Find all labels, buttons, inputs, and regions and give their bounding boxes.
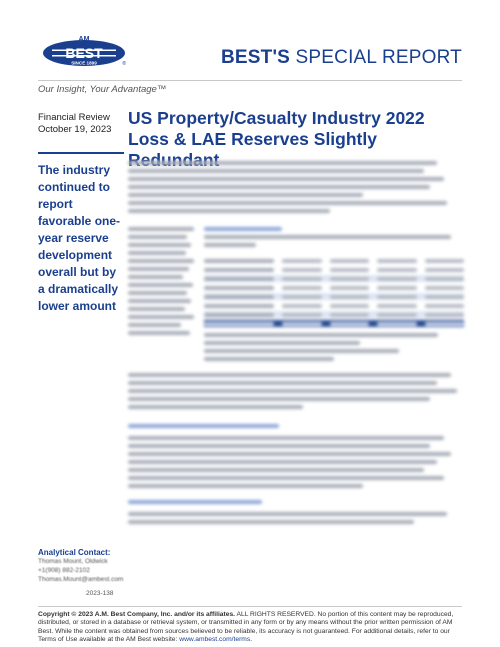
pull-quote: The industry continued to report favorab… — [38, 152, 124, 315]
copyright-notice: Copyright © 2023 A.M. Best Company, Inc.… — [38, 611, 236, 618]
report-title-rest: SPECIAL REPORT — [290, 47, 462, 68]
tagline: Our Insight, Your Advantage™ — [38, 84, 167, 95]
report-series-title: BEST'S SPECIAL REPORT — [221, 47, 462, 69]
report-number: 2023-138 — [86, 590, 114, 597]
svg-text:BEST: BEST — [65, 45, 103, 61]
report-title-bold: BEST'S — [220, 47, 291, 68]
report-body-blurred — [128, 150, 464, 528]
svg-text:AM: AM — [79, 36, 90, 43]
section-heading-blurred — [128, 150, 464, 157]
copyright-footer: Copyright © 2023 A.M. Best Company, Inc.… — [38, 606, 462, 644]
copyright-text: ALL RIGHTS RESERVED. No portion of this … — [38, 611, 454, 643]
footer-end: . — [250, 635, 253, 643]
report-header: AM BEST SINCE 1899 ® BEST'S SPECIAL REPO… — [0, 0, 500, 80]
exhibit-blurred — [128, 223, 464, 365]
analyst-email[interactable]: Thomas.Mount@ambest.com — [38, 576, 124, 583]
exhibit-table-blurred — [204, 223, 464, 365]
svg-text:®: ® — [122, 60, 126, 67]
am-best-logo: AM BEST SINCE 1899 ® — [40, 34, 128, 70]
analyst-phone: +1(908) 882-2102 — [38, 567, 90, 574]
svg-text:SINCE 1899: SINCE 1899 — [71, 61, 97, 66]
analyst-name: Thomas Mount, Oldwick — [38, 558, 108, 565]
analytical-contact-heading: Analytical Contact: — [38, 548, 111, 557]
report-headline: US Property/Casualty Industry 2022 Loss … — [128, 108, 425, 170]
terms-link[interactable]: www.ambest.com/terms — [179, 635, 251, 643]
publication-date: October 19, 2023 — [38, 124, 112, 135]
analytical-contact: Analytical Contact: Thomas Mount, Oldwic… — [38, 548, 128, 584]
publication-type: Financial Review — [38, 112, 110, 123]
header-divider — [38, 80, 462, 81]
left-sidebar: Financial Review October 19, 2023 The in… — [38, 112, 124, 315]
